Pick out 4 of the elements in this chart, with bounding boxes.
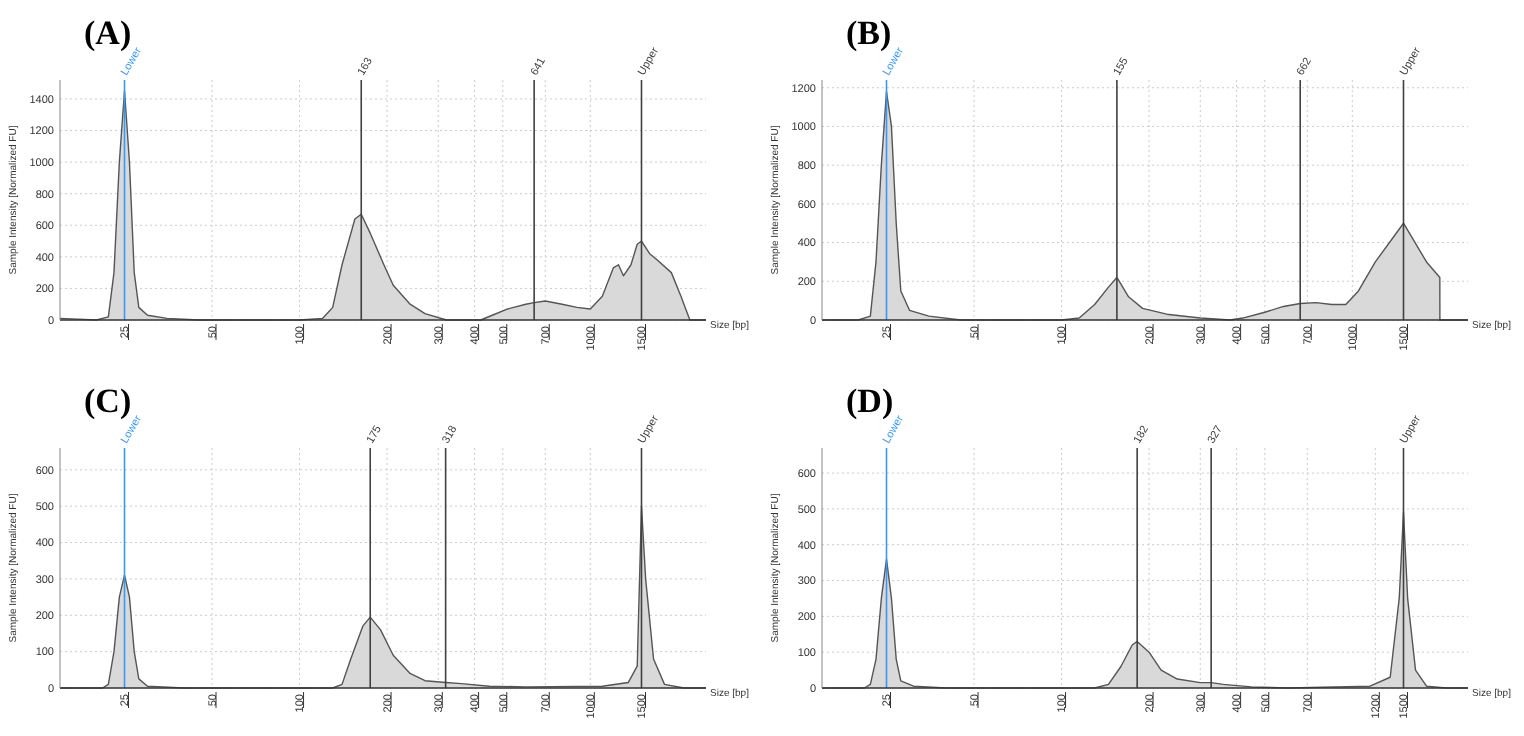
chart-title: (A) [84,14,132,52]
chart-title: (B) [846,14,892,52]
chart-title: (D) [846,382,894,420]
chart-title: (C) [84,382,132,420]
